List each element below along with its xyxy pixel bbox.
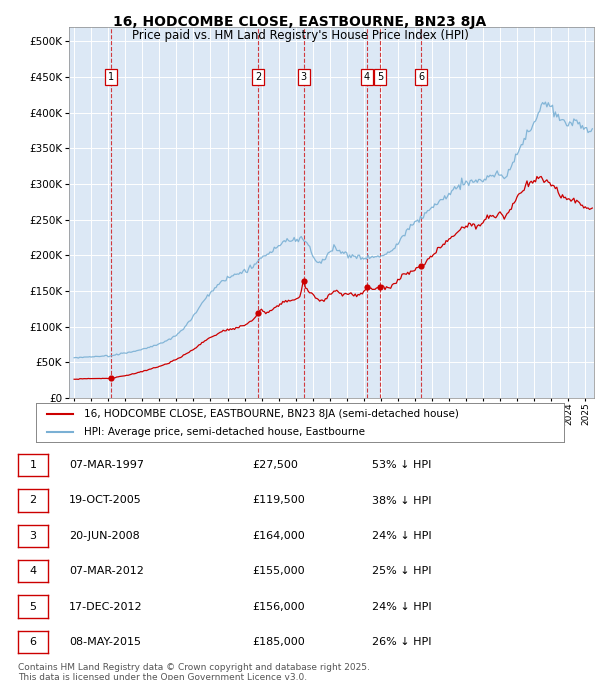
Text: 24% ↓ HPI: 24% ↓ HPI bbox=[372, 531, 431, 541]
Text: 38% ↓ HPI: 38% ↓ HPI bbox=[372, 496, 431, 505]
Text: 6: 6 bbox=[418, 72, 424, 82]
Text: 20-JUN-2008: 20-JUN-2008 bbox=[69, 531, 140, 541]
Text: 3: 3 bbox=[29, 531, 37, 541]
Text: Contains HM Land Registry data © Crown copyright and database right 2025.
This d: Contains HM Land Registry data © Crown c… bbox=[18, 663, 370, 680]
Text: £119,500: £119,500 bbox=[252, 496, 305, 505]
Text: 26% ↓ HPI: 26% ↓ HPI bbox=[372, 637, 431, 647]
Text: 17-DEC-2012: 17-DEC-2012 bbox=[69, 602, 143, 611]
Text: 1: 1 bbox=[29, 460, 37, 470]
Text: Price paid vs. HM Land Registry's House Price Index (HPI): Price paid vs. HM Land Registry's House … bbox=[131, 29, 469, 41]
Text: 07-MAR-1997: 07-MAR-1997 bbox=[69, 460, 144, 470]
Text: 19-OCT-2005: 19-OCT-2005 bbox=[69, 496, 142, 505]
Text: 24% ↓ HPI: 24% ↓ HPI bbox=[372, 602, 431, 611]
Text: 6: 6 bbox=[29, 637, 37, 647]
Text: £164,000: £164,000 bbox=[252, 531, 305, 541]
Text: 1: 1 bbox=[108, 72, 115, 82]
Text: 4: 4 bbox=[29, 566, 37, 576]
Text: 16, HODCOMBE CLOSE, EASTBOURNE, BN23 8JA: 16, HODCOMBE CLOSE, EASTBOURNE, BN23 8JA bbox=[113, 15, 487, 29]
Text: 07-MAR-2012: 07-MAR-2012 bbox=[69, 566, 144, 576]
Text: £27,500: £27,500 bbox=[252, 460, 298, 470]
Text: 5: 5 bbox=[377, 72, 383, 82]
Text: 4: 4 bbox=[364, 72, 370, 82]
Text: 2: 2 bbox=[29, 496, 37, 505]
Text: 25% ↓ HPI: 25% ↓ HPI bbox=[372, 566, 431, 576]
Text: £155,000: £155,000 bbox=[252, 566, 305, 576]
Text: 3: 3 bbox=[301, 72, 307, 82]
Text: £185,000: £185,000 bbox=[252, 637, 305, 647]
Text: 5: 5 bbox=[29, 602, 37, 611]
Text: £156,000: £156,000 bbox=[252, 602, 305, 611]
Text: 53% ↓ HPI: 53% ↓ HPI bbox=[372, 460, 431, 470]
Text: 16, HODCOMBE CLOSE, EASTBOURNE, BN23 8JA (semi-detached house): 16, HODCOMBE CLOSE, EASTBOURNE, BN23 8JA… bbox=[83, 409, 458, 419]
Text: 08-MAY-2015: 08-MAY-2015 bbox=[69, 637, 141, 647]
Text: HPI: Average price, semi-detached house, Eastbourne: HPI: Average price, semi-detached house,… bbox=[83, 427, 365, 437]
Text: 2: 2 bbox=[255, 72, 262, 82]
